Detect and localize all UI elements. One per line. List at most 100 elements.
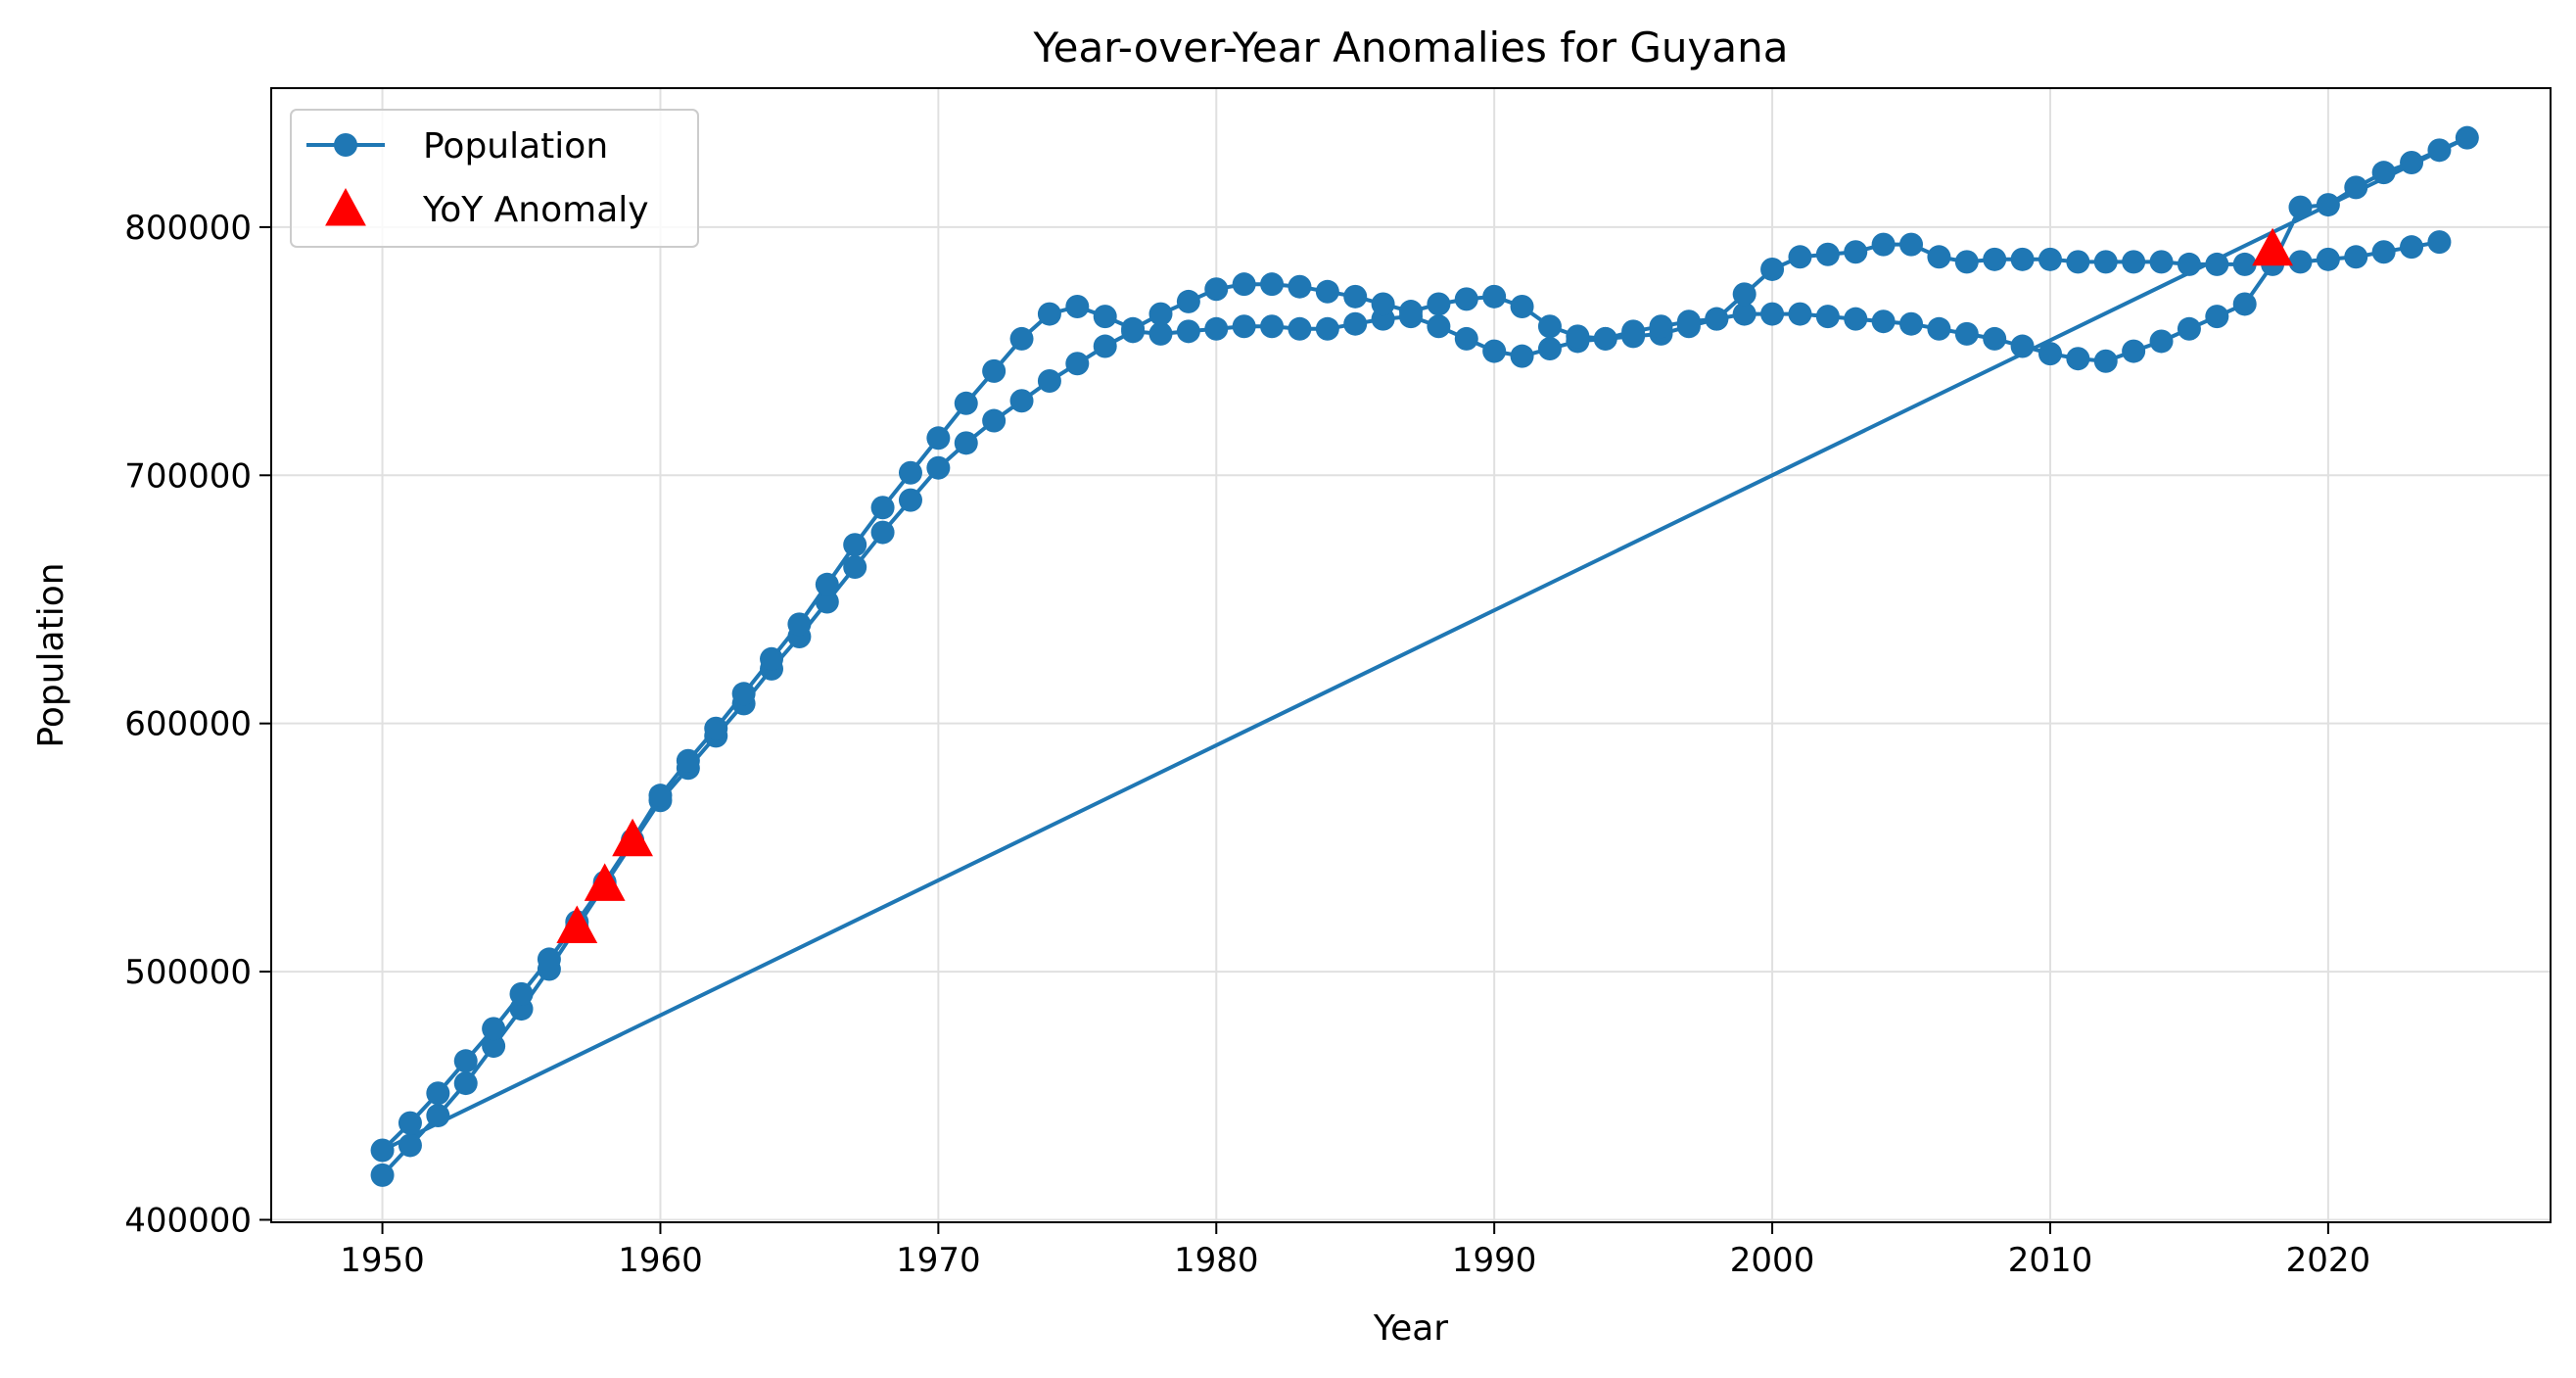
x-tick-label: 1970: [896, 1241, 981, 1280]
population-point: [1260, 314, 1285, 339]
population-point: [1093, 305, 1117, 329]
x-tick-label: 1990: [1452, 1241, 1537, 1280]
population-point: [1732, 282, 1756, 307]
population-point: [370, 1138, 395, 1163]
population-point: [1983, 326, 2007, 351]
population-point: [1537, 337, 1562, 361]
x-tick-label: 1960: [618, 1241, 703, 1280]
population-point: [2371, 240, 2396, 264]
anomaly-marker: [2252, 227, 2293, 266]
population-point: [509, 981, 534, 1006]
population-point: [1037, 302, 1061, 326]
population-point: [676, 748, 700, 773]
population-point: [1927, 316, 1951, 341]
population-point: [1009, 326, 1034, 351]
anomaly-marker: [612, 818, 653, 857]
population-point: [1482, 284, 1507, 309]
population-point: [1649, 314, 1673, 339]
population-point: [926, 455, 951, 480]
population-point: [2232, 252, 2257, 276]
population-point: [760, 646, 784, 671]
population-point: [1927, 245, 1951, 269]
population-point: [1871, 309, 1896, 334]
population-point: [898, 488, 922, 512]
population-point: [398, 1111, 422, 1135]
population-point: [1983, 247, 2007, 271]
population-point: [1454, 326, 1478, 351]
population-point: [954, 431, 978, 455]
population-point: [1510, 344, 1534, 368]
population-point: [1788, 302, 1812, 326]
population-point: [1482, 339, 1507, 363]
population-point: [815, 572, 839, 596]
x-tick-label: 2020: [2286, 1241, 2371, 1280]
population-point: [1315, 279, 1339, 304]
population-point: [2371, 161, 2396, 185]
population-point: [2093, 250, 2118, 274]
population-point: [1176, 319, 1200, 344]
axis-ticks: 1950 1960 1970 1980 1990 2000 2010 2020 400000 50…: [124, 209, 2370, 1280]
population-point: [2177, 316, 2201, 341]
population-point: [2288, 250, 2313, 274]
population-point: [1871, 232, 1896, 257]
population-point: [2010, 247, 2035, 271]
y-axis-label: Population: [31, 562, 71, 747]
population-point: [2316, 193, 2340, 217]
population-point: [1288, 316, 1312, 341]
population-point: [537, 947, 561, 972]
legend-box: [290, 109, 699, 248]
population-point: [1009, 389, 1034, 413]
population-point: [1148, 302, 1173, 326]
legend-triangle-marker: [325, 188, 366, 226]
population-point: [1037, 369, 1061, 394]
population-point: [2427, 230, 2452, 255]
x-tick-label: 1980: [1174, 1241, 1259, 1280]
population-point: [2205, 252, 2229, 276]
population-point: [1815, 305, 1840, 329]
population-point: [2122, 339, 2146, 363]
population-point: [870, 520, 895, 545]
y-tick-label: 700000: [124, 456, 252, 496]
population-point: [1260, 272, 1285, 297]
population-point: [1954, 321, 1979, 346]
population-point: [2205, 305, 2229, 329]
population-point: [1315, 316, 1339, 341]
population-point: [2400, 151, 2424, 175]
population-point: [1371, 292, 1395, 316]
population-point: [1760, 257, 1785, 281]
population-point: [2122, 250, 2146, 274]
population-point: [482, 1017, 506, 1041]
population-point: [954, 391, 978, 415]
population-point: [453, 1049, 478, 1073]
population-point: [2010, 334, 2035, 358]
population-point: [731, 682, 756, 706]
population-point: [898, 460, 922, 485]
population-point: [1593, 326, 1617, 351]
x-tick-label: 2010: [2008, 1241, 2093, 1280]
population-point: [2037, 342, 2062, 366]
population-point: [2093, 349, 2118, 373]
plot-frame: [270, 87, 2552, 1223]
y-tick-label: 500000: [124, 953, 252, 992]
population-point: [1899, 232, 1924, 257]
population-point: [1232, 314, 1256, 339]
population-point: [1899, 311, 1924, 336]
population-point: [1788, 245, 1812, 269]
population-point: [1288, 274, 1312, 299]
legend-label-population: Population: [423, 126, 608, 166]
population-point: [1732, 302, 1756, 326]
legend-label-anomaly: YoY Anomaly: [422, 190, 649, 230]
population-point: [870, 496, 895, 520]
population-point: [1093, 334, 1117, 358]
population-point: [1065, 352, 1090, 376]
population-point: [1844, 307, 1868, 331]
population-point: [1399, 300, 1423, 324]
population-point: [1705, 307, 1729, 331]
population-point: [426, 1104, 450, 1128]
population-point: [2455, 125, 2479, 150]
population-point: [648, 784, 673, 808]
population-point: [1148, 321, 1173, 346]
population-point: [2149, 250, 2174, 274]
population-point: [1121, 316, 1146, 341]
